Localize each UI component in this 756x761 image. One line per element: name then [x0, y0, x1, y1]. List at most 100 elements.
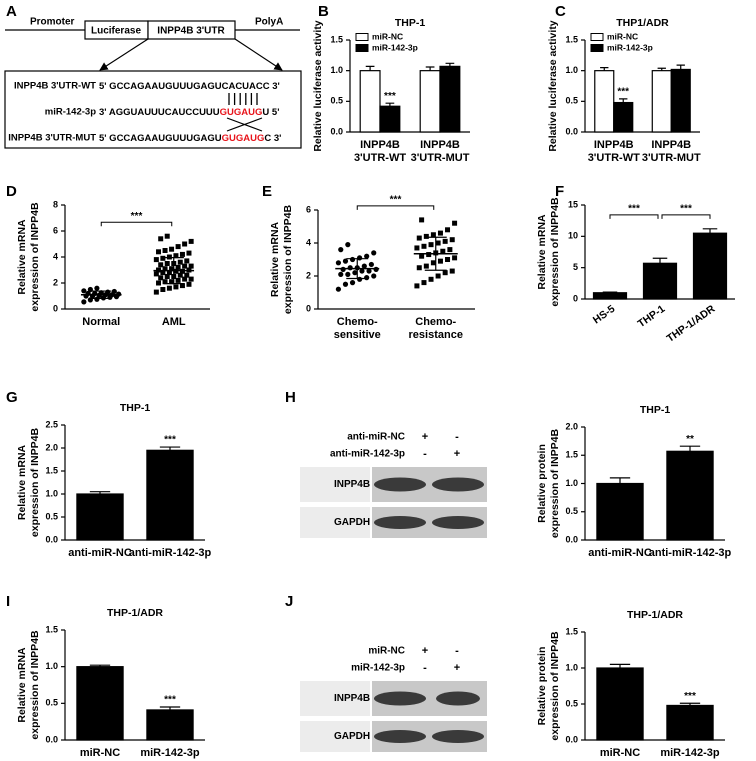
- condition-label: anti-miR-NC: [347, 432, 405, 443]
- dot: [338, 247, 344, 253]
- y-tick-label: 0.5: [565, 506, 578, 516]
- cross-line: [226, 117, 263, 132]
- dot: [352, 270, 358, 276]
- dot: [364, 253, 370, 259]
- x-tick-label: miR-NC: [600, 747, 640, 759]
- panel-letter: C: [555, 3, 566, 20]
- bar: [651, 70, 672, 133]
- y-tick-label: 1.5: [565, 626, 578, 636]
- bar: [439, 65, 461, 133]
- bar: [594, 70, 615, 133]
- error-bar: [609, 663, 631, 668]
- y-axis-label: Relative mRNA: [16, 219, 28, 295]
- dot: [349, 256, 356, 263]
- dot: [445, 227, 451, 233]
- x-tick-label: anti-miR-NC: [588, 547, 652, 559]
- sequence-box: [4, 70, 302, 149]
- bar: [76, 666, 124, 741]
- dot: [94, 285, 100, 291]
- legend-swatch: [355, 44, 369, 52]
- dot: [186, 250, 192, 256]
- blot-band: [374, 691, 426, 706]
- band-label-box: [300, 721, 370, 752]
- band-label: GAPDH: [334, 731, 370, 742]
- y-axis-label: Relative mRNA: [536, 214, 548, 290]
- dot: [153, 271, 159, 277]
- x-tick-label: miR-NC: [80, 747, 120, 759]
- y-tick-label: 1.0: [565, 65, 578, 75]
- sequence-part: U 5': [262, 107, 279, 118]
- dot: [373, 266, 379, 272]
- dot: [158, 236, 164, 242]
- condition-sign: +: [422, 645, 428, 657]
- x-tick-label: miR-142-3p: [140, 747, 200, 759]
- x-tick-label: 3'UTR-WT: [354, 152, 406, 164]
- bar: [359, 70, 381, 133]
- y-tick-label: 1.5: [45, 465, 58, 475]
- dot: [447, 247, 453, 253]
- chart-title: THP-1: [120, 402, 150, 414]
- dot: [184, 272, 190, 278]
- error-bar: [89, 491, 111, 494]
- panel-letter: E: [262, 183, 272, 200]
- legend-label: miR-142-3p: [372, 42, 418, 52]
- significance-bracket: [661, 214, 711, 219]
- sequence: 5' GCCAGAAUGUUUGAGUGUGAUGC 3': [99, 133, 281, 144]
- y-axis-label: Relative luciferase activity: [312, 20, 324, 151]
- y-tick-label: 1.0: [565, 478, 578, 488]
- significance-label: **: [686, 434, 694, 445]
- dot: [440, 248, 446, 254]
- dot: [175, 277, 181, 283]
- chart-title: THP-1: [640, 404, 670, 416]
- sd-bar: [346, 258, 369, 280]
- bar: [146, 449, 194, 541]
- dot: [421, 280, 427, 286]
- significance-label: ***: [680, 203, 692, 214]
- error-bar: [159, 706, 181, 710]
- x-tick-label: anti-miR-142-3p: [129, 547, 212, 559]
- dot: [449, 237, 455, 243]
- y-tick-label: 0.5: [565, 96, 578, 106]
- x-tick-label: miR-142-3p: [660, 747, 720, 759]
- y-tick-label: 4: [306, 237, 311, 247]
- dot: [164, 274, 170, 279]
- dot: [371, 273, 377, 279]
- x-tick-label: anti-miR-NC: [68, 547, 132, 559]
- sequence: 3' AGGUAUUUCAUCCUUUGUGAUGU 5': [99, 107, 279, 118]
- dot: [349, 280, 356, 286]
- x-tick-label: INPP4B: [594, 139, 634, 151]
- blot-band: [432, 516, 484, 529]
- sequence-part: 3' AGGUAUUUCAUCCUUU: [99, 107, 220, 118]
- condition-label: anti-miR-142-3p: [330, 449, 405, 460]
- y-axis-label: expression of INPP4B: [549, 429, 561, 539]
- y-tick-label: 0: [53, 303, 58, 313]
- blot-band: [374, 516, 426, 529]
- y-tick-label: 1.0: [565, 662, 578, 672]
- panel-letter: G: [6, 389, 18, 406]
- dot: [162, 266, 168, 272]
- dot: [166, 270, 172, 276]
- dot: [442, 238, 448, 244]
- y-axis-label: expression of INPP4B: [549, 631, 561, 741]
- dot: [166, 254, 172, 260]
- bar: [76, 493, 124, 541]
- y-tick-label: 1.5: [565, 450, 578, 460]
- band-label: INPP4B: [334, 693, 370, 704]
- bar: [670, 68, 691, 133]
- y-tick-label: 0.0: [45, 734, 58, 744]
- error-bar: [445, 62, 455, 67]
- dot: [452, 255, 458, 261]
- dot: [169, 246, 175, 252]
- bar: [613, 101, 634, 133]
- condition-sign: +: [454, 448, 460, 460]
- x-tick-label: anti-miR-142-3p: [649, 547, 732, 559]
- dot: [435, 273, 441, 279]
- error-bar: [619, 98, 628, 103]
- x-tick-label: 3'UTR-MUT: [642, 152, 701, 164]
- sequence-part: GUGAUG: [220, 107, 263, 118]
- x-tick-label: Chemo-: [415, 316, 456, 328]
- error-bar: [652, 257, 668, 264]
- y-tick-label: 2: [306, 270, 311, 280]
- bar: [692, 232, 728, 300]
